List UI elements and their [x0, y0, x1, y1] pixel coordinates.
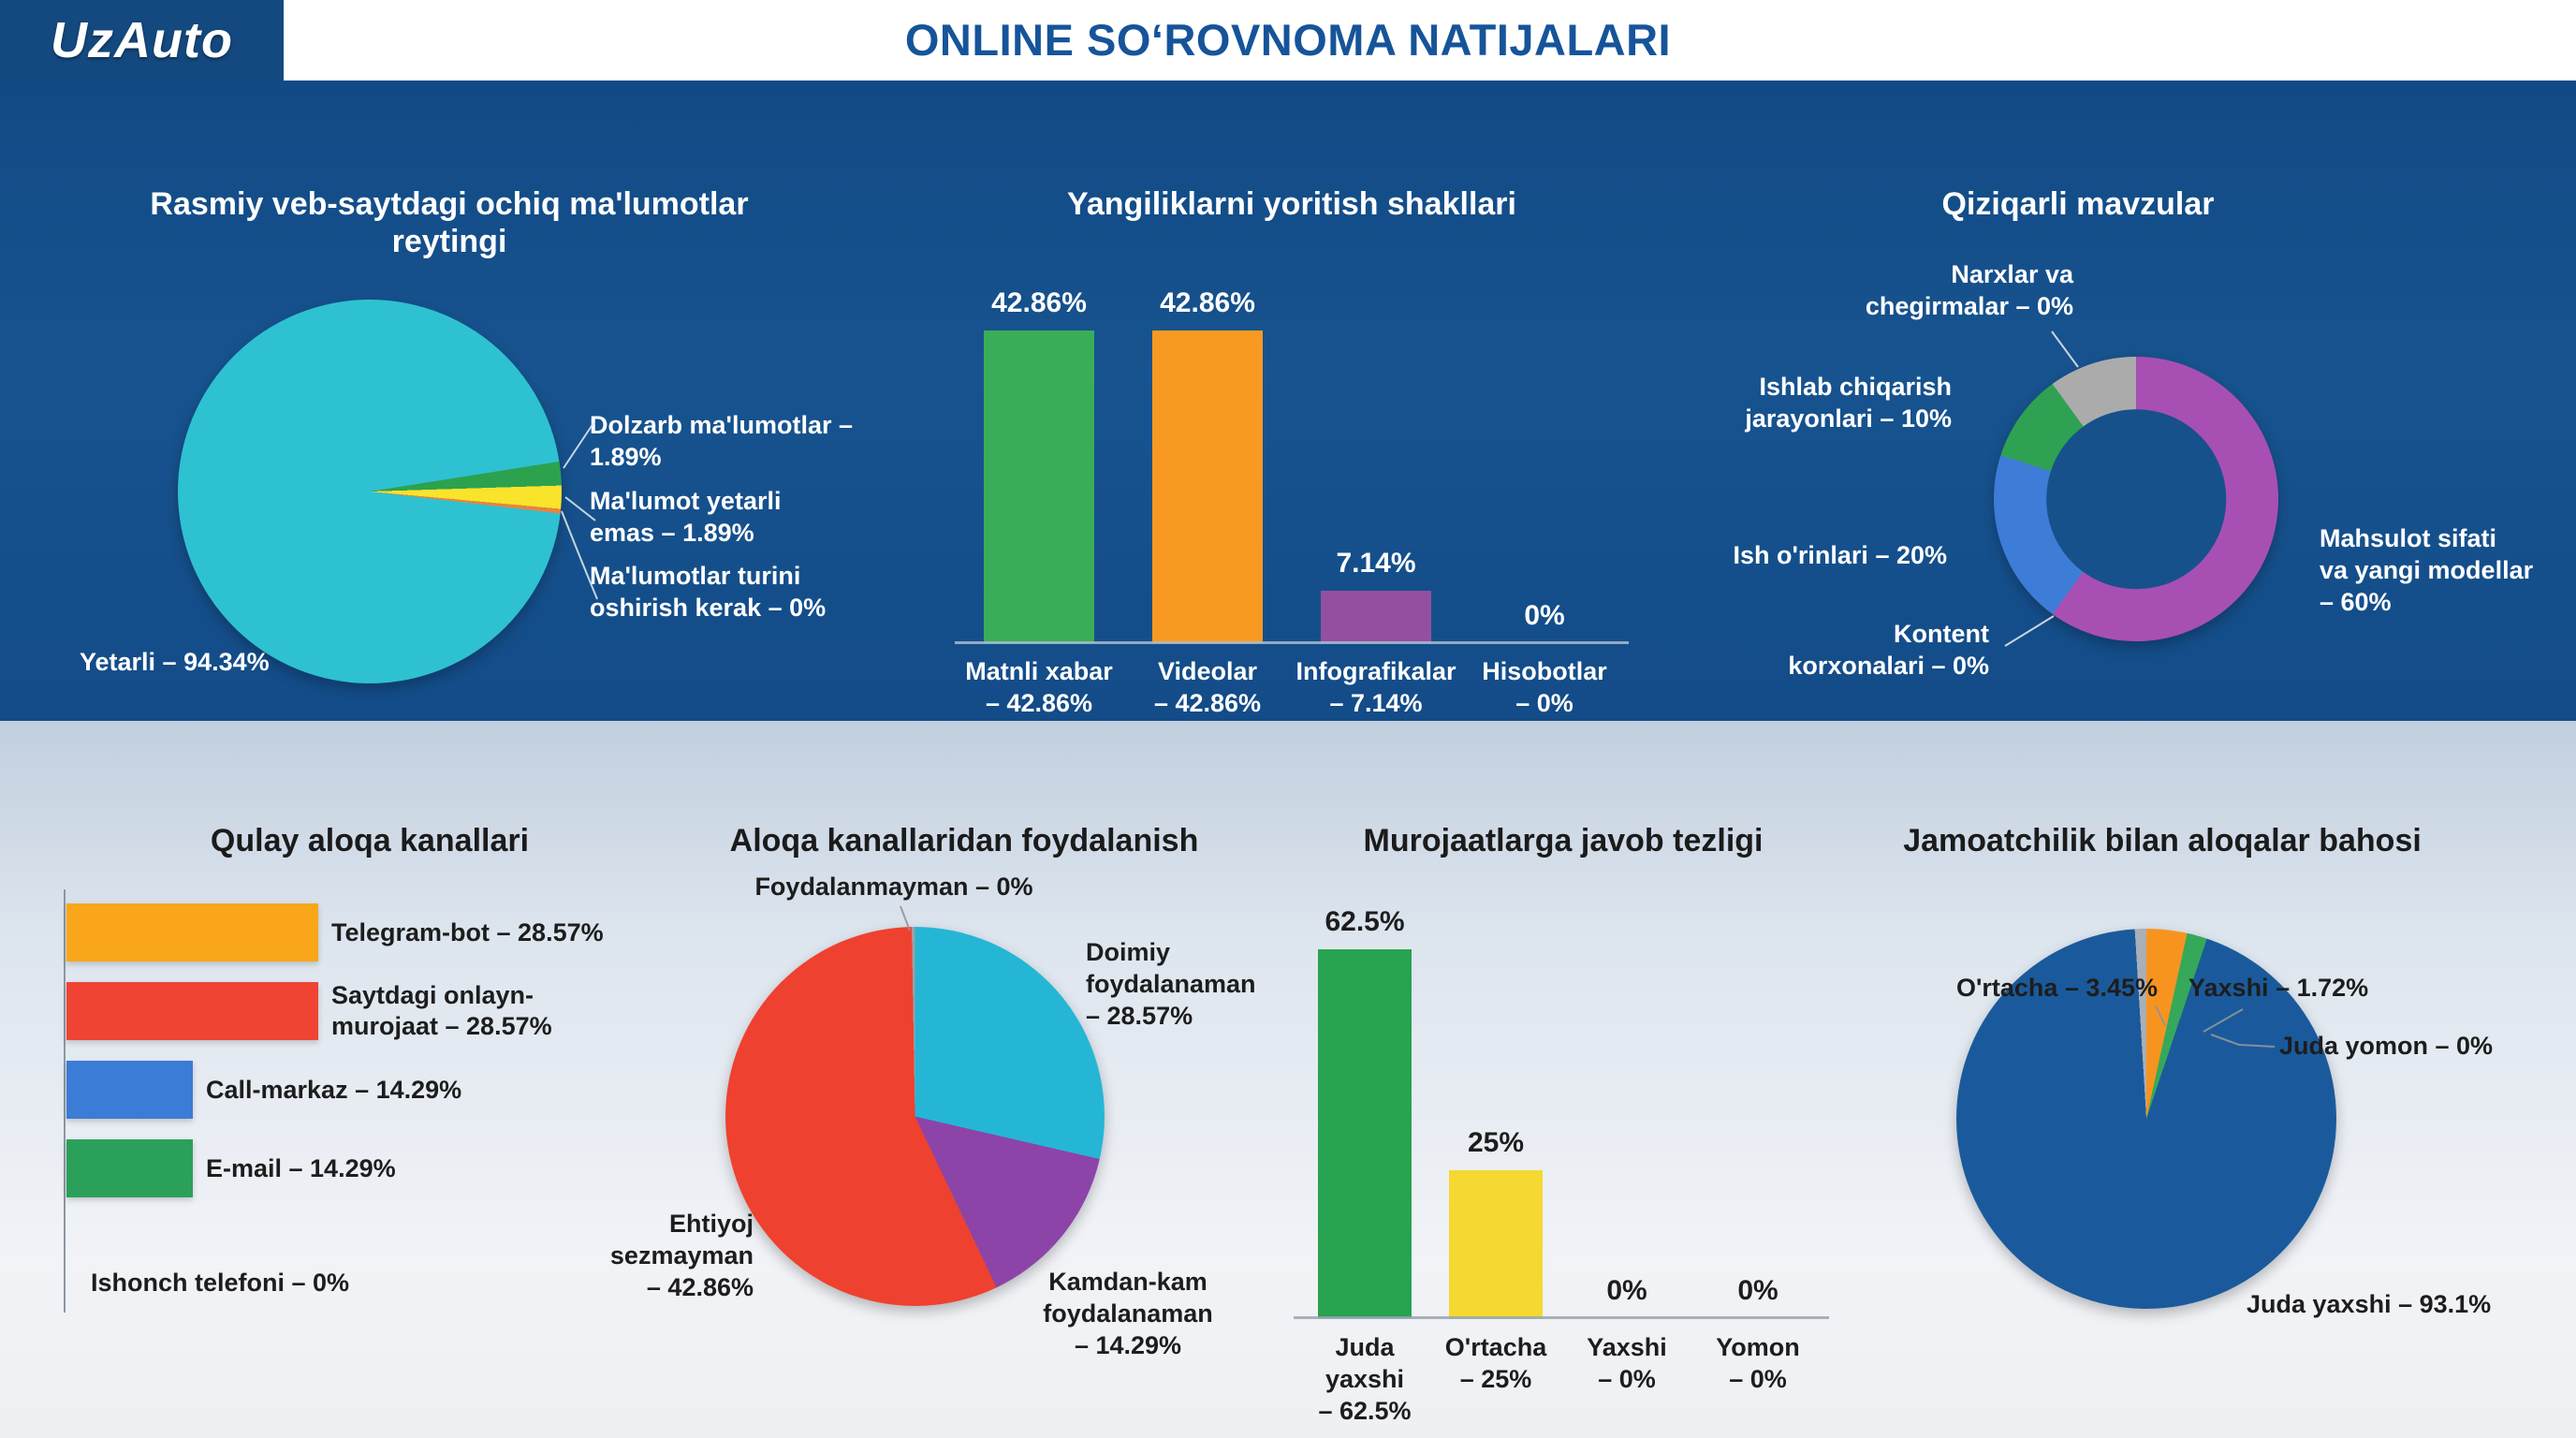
hbar-chart-channels: Telegram-bot – 28.57% Saytdagi onlayn- mu… [66, 893, 666, 1322]
callout-ortacha: O'rtacha – 3.45% [1955, 974, 2158, 1002]
hbar-row-call-markaz: Call-markaz – 14.29% [66, 1050, 666, 1129]
bar-column-videolar: 42.86% [1123, 287, 1292, 643]
bar-label-e-mail: E-mail – 14.29% [206, 1153, 396, 1182]
axis-label-yomon: Yomon – 0% [1716, 1333, 1800, 1393]
donut-hole [2046, 409, 2226, 589]
bar-value-hisobotlar: 0% [1524, 600, 1565, 631]
bar-telegram-bot [66, 903, 318, 961]
callout-dolzarb: Dolzarb ma'lumotlar – 1.89% [590, 411, 853, 471]
bar-value-yaxshi: 0% [1606, 1275, 1647, 1306]
pie-pr-rating [1956, 929, 2336, 1309]
callout-ish-orinlari: Ish o'rinlari – 20% [1733, 541, 1947, 569]
bar-column-matnli-xabar: 42.86% [955, 287, 1123, 643]
bar-label-ishonch-telefoni: Ishonch telefoni – 0% [91, 1268, 350, 1297]
uzauto-logo: UzAuto [0, 0, 284, 81]
callout-juda-yomon: Juda yomon – 0% [2279, 1032, 2494, 1060]
uzauto-logo-text: UzAuto [51, 12, 233, 68]
axis-labels-news-formats: Matnli xabar – 42.86% Videolar – 42.86% In… [955, 655, 1629, 719]
axis-label-hisobotlar: Hisobotlar – 0% [1482, 657, 1607, 717]
hbar-row-saytdagi-onlayn-murojaat: Saytdagi onlayn- murojaat – 28.57% [66, 972, 666, 1050]
bar-column-juda-yaxshi: 62.5% [1299, 906, 1430, 1318]
x-axis-response-speed [1294, 1316, 1829, 1319]
callout-juda-yaxshi: Juda yaxshi – 93.1% [2247, 1290, 2492, 1318]
callout-yetarli: Yetarli – 94.34% [80, 648, 270, 676]
bar-column-o-rtacha: 25% [1430, 1127, 1561, 1318]
bar-label-call-markaz: Call-markaz – 14.29% [206, 1075, 462, 1104]
bar-value-o-rtacha: 25% [1467, 1127, 1525, 1158]
chart-title-pr-rating: Jamoatchilik bilan aloqalar bahosi [1903, 823, 2422, 858]
callout-doimiy: Doimiy foydalanaman – 28.57% [1086, 938, 1256, 1030]
axis-label-yaxshi: Yaxshi – 0% [1587, 1333, 1667, 1393]
bar-label-saytdagi-onlayn-murojaat: Saytdagi onlayn- murojaat – 28.57% [331, 981, 552, 1040]
header-strip: ONLINE SOʻROVNOMA NATIJALARI [0, 0, 2576, 81]
bar-saytdagi-onlayn-murojaat [66, 982, 318, 1040]
callout-yetarli-emas: Ma'lumot yetarli emas – 1.89% [590, 487, 782, 547]
callout-yaxshi: Yaxshi – 1.72% [2188, 974, 2369, 1002]
chart-title-rating: Rasmiy veb-saytdagi ochiq ma'lumotlar re… [150, 186, 749, 259]
axis-label-juda-yaxshi: Juda yaxshi – 62.5% [1318, 1333, 1412, 1425]
hbar-row-e-mail: E-mail – 14.29% [66, 1129, 666, 1208]
bar-column-hisobotlar: 0% [1460, 600, 1629, 643]
callout-ehtiyoj: Ehtiyoj sezmayman – 42.86% [609, 1210, 754, 1301]
callout-mahsulot: Mahsulot sifati va yangi modellar – 60% [2320, 524, 2534, 616]
chart-title-usage: Aloqa kanallaridan foydalanish [729, 823, 1199, 858]
bar-o-rtacha [1449, 1170, 1543, 1318]
bar-value-videolar: 42.86% [1160, 287, 1255, 318]
axis-label-matnli-xabar: Matnli xabar – 42.86% [965, 657, 1113, 717]
axis-label-videolar: Videolar – 42.86% [1153, 657, 1262, 717]
bar-call-markaz [66, 1061, 193, 1119]
page-title: ONLINE SOʻROVNOMA NATIJALARI [904, 15, 1672, 65]
hbar-row-telegram-bot: Telegram-bot – 28.57% [66, 893, 666, 972]
callout-turini: Ma'lumotlar turini oshirish kerak – 0% [590, 562, 827, 622]
axis-labels-response-speed: Juda yaxshi – 62.5% O'rtacha – 25% Yaxshi … [1299, 1331, 1823, 1427]
chart-title-news-formats: Yangiliklarni yoritish shakllari [1067, 186, 1516, 222]
bar-infografikalar [1321, 591, 1431, 643]
axis-label-o-rtacha: O'rtacha – 25% [1444, 1333, 1547, 1393]
bar-value-matnli-xabar: 42.86% [991, 287, 1087, 318]
chart-title-response-speed: Murojaatlarga javob tezligi [1363, 823, 1764, 858]
bar-matnli-xabar [984, 330, 1094, 643]
bar-value-infografikalar: 7.14% [1336, 548, 1416, 579]
bar-column-yomon: 0% [1692, 1275, 1823, 1318]
bar-value-juda-yaxshi: 62.5% [1325, 906, 1405, 937]
y-axis-channels [64, 889, 66, 1313]
bar-value-yomon: 0% [1737, 1275, 1778, 1306]
pie-usage [725, 927, 1105, 1306]
chart-title-topics: Qiziqarli mavzular [1941, 186, 2215, 222]
callout-kontent: Kontent korxonalari – 0% [1788, 620, 1989, 680]
x-axis-news-formats [955, 641, 1629, 644]
callout-ishlab: Ishlab chiqarish jarayonlari – 10% [1745, 373, 1952, 433]
bar-label-telegram-bot: Telegram-bot – 28.57% [331, 917, 604, 946]
hbar-row-ishonch-telefoni: Ishonch telefoni – 0% [66, 1243, 666, 1322]
callout-foydalanmayman: Foydalanmayman – 0% [754, 873, 1033, 901]
callout-kamdan: Kamdan-kam foydalanaman – 14.29% [1043, 1268, 1213, 1359]
bar-e-mail [66, 1139, 193, 1197]
bar-column-infografikalar: 7.14% [1292, 548, 1460, 643]
bar-chart-response-speed: 62.5% 25% 0% 0% [1299, 850, 1823, 1318]
donut-topics [1994, 357, 2278, 641]
pie-rating [178, 300, 562, 683]
callout-narxlar: Narxlar va chegirmalar – 0% [1865, 260, 2073, 320]
bar-videolar [1152, 330, 1263, 643]
bar-juda-yaxshi [1318, 949, 1412, 1318]
axis-label-infografikalar: Infografikalar – 7.14% [1295, 657, 1456, 717]
chart-title-channels: Qulay aloqa kanallari [210, 823, 530, 858]
bar-column-yaxshi: 0% [1561, 1275, 1692, 1318]
bar-chart-news-formats: 42.86% 42.86% 7.14% 0% [955, 178, 1629, 643]
